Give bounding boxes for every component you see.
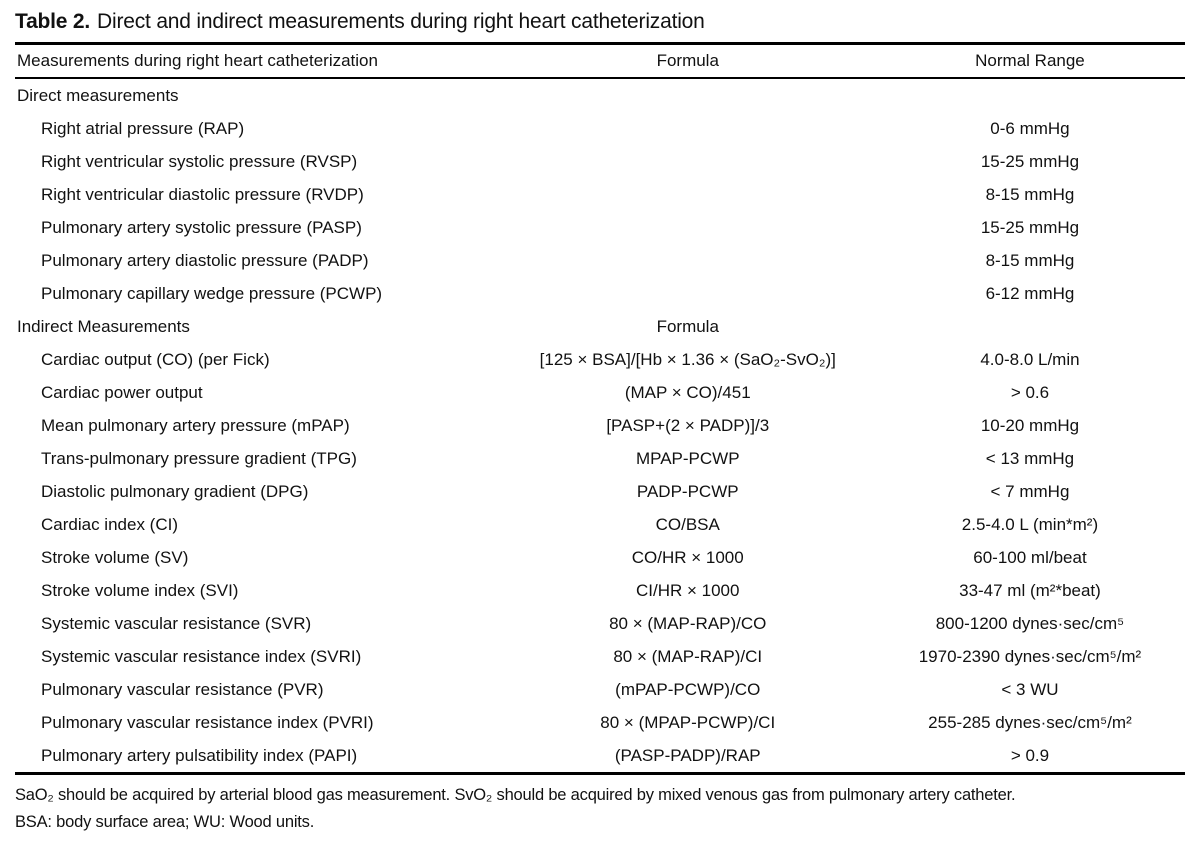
table-row: Right atrial pressure (RAP) 0-6 mmHg: [15, 112, 1185, 145]
measurement-formula: CO/HR × 1000: [631, 547, 744, 567]
measurement-formula: (PASP-PADP)/RAP: [614, 745, 761, 765]
measurement-normal-range: 255-285 dynes·sec/cm⁵/m²: [928, 712, 1132, 732]
table-row: Right ventricular systolic pressure (RVS…: [15, 145, 1185, 178]
measurement-normal-range: 2.5-4.0 L (min*m²): [961, 514, 1099, 534]
table-row: Pulmonary capillary wedge pressure (PCWP…: [15, 277, 1185, 310]
measurement-formula: [501, 78, 875, 112]
table-header: Measurements during right heart catheter…: [15, 45, 1185, 79]
measurement-formula: 80 × (MAP-RAP)/CO: [609, 613, 767, 633]
measurement-formula: [125 × BSA]/[Hb × 1.36 × (SaO₂-SvO₂)]: [539, 349, 836, 369]
measurement-label: Cardiac power output: [41, 382, 203, 402]
measurement-label: Right atrial pressure (RAP): [41, 118, 245, 138]
measurement-label: Pulmonary capillary wedge pressure (PCWP…: [41, 283, 383, 303]
footnote-line: BSA: body surface area; WU: Wood units.: [15, 813, 315, 831]
table-row: Cardiac power output (MAP × CO)/451 > 0.…: [15, 376, 1185, 409]
table-row: Systemic vascular resistance index (SVRI…: [15, 640, 1185, 673]
measurement-label: Right ventricular systolic pressure (RVS…: [41, 151, 358, 171]
table-title: Table 2. Direct and indirect measurements…: [15, 0, 1185, 45]
measurement-formula: [501, 178, 875, 211]
header-row: Measurements during right heart catheter…: [15, 45, 1185, 79]
measurement-normal-range: > 0.9: [1010, 745, 1050, 765]
measurement-formula: [PASP+(2 × PADP)]/3: [606, 415, 770, 435]
table-body: Direct measurements Right atrial pressur…: [15, 78, 1185, 774]
measurement-label: Systemic vascular resistance index (SVRI…: [41, 646, 362, 666]
column-header-normal-range: Normal Range: [874, 45, 1185, 79]
table-row: Pulmonary vascular resistance index (PVR…: [15, 706, 1185, 739]
measurement-label: Stroke volume (SV): [41, 547, 189, 567]
footnote-line: SaO₂ should be acquired by arterial bloo…: [15, 786, 1016, 804]
measurement-label: Pulmonary artery diastolic pressure (PAD…: [41, 250, 369, 270]
measurement-label: Pulmonary artery pulsatibility index (PA…: [41, 745, 358, 765]
table-row: Cardiac index (CI) CO/BSA 2.5-4.0 L (min…: [15, 508, 1185, 541]
measurement-label: Direct measurements: [17, 85, 179, 105]
measurement-label: Trans-pulmonary pressure gradient (TPG): [41, 448, 357, 468]
measurement-normal-range: < 7 mmHg: [990, 481, 1070, 501]
measurement-normal-range: 8-15 mmHg: [985, 184, 1075, 204]
measurement-normal-range: 10-20 mmHg: [980, 415, 1080, 435]
table-title-text: Direct and indirect measurements during …: [97, 10, 705, 33]
measurement-formula: CO/BSA: [655, 514, 720, 534]
column-header-measurements: Measurements during right heart catheter…: [15, 45, 501, 79]
table-row: Right ventricular diastolic pressure (RV…: [15, 178, 1185, 211]
table-row: Pulmonary artery systolic pressure (PASP…: [15, 211, 1185, 244]
measurement-normal-range: 0-6 mmHg: [990, 118, 1070, 138]
measurement-formula: 80 × (MAP-RAP)/CI: [613, 646, 763, 666]
measurement-label: Diastolic pulmonary gradient (DPG): [41, 481, 309, 501]
measurement-normal-range: < 3 WU: [1001, 679, 1059, 699]
table-row: Direct measurements: [15, 78, 1185, 112]
measurement-formula: (MAP × CO)/451: [624, 382, 751, 402]
table-row: Diastolic pulmonary gradient (DPG) PADP-…: [15, 475, 1185, 508]
table-footnotes: SaO₂ should be acquired by arterial bloo…: [15, 782, 1185, 836]
measurement-label: Systemic vascular resistance (SVR): [41, 613, 312, 633]
measurement-normal-range: 4.0-8.0 L/min: [980, 349, 1080, 369]
table-row: Pulmonary artery pulsatibility index (PA…: [15, 739, 1185, 774]
measurement-formula: [501, 112, 875, 145]
table-row: Indirect Measurements Formula: [15, 310, 1185, 343]
measurement-normal-range: 60-100 ml/beat: [973, 547, 1087, 567]
measurement-label: Pulmonary vascular resistance index (PVR…: [41, 712, 374, 732]
measurement-normal-range: > 0.6: [1010, 382, 1050, 402]
measurement-formula: MPAP-PCWP: [635, 448, 740, 468]
measurement-label: Pulmonary vascular resistance (PVR): [41, 679, 324, 699]
measurement-formula: [501, 244, 875, 277]
measurement-normal-range: 8-15 mmHg: [985, 250, 1075, 270]
column-header-formula: Formula: [500, 45, 875, 79]
measurement-normal-range: < 13 mmHg: [985, 448, 1075, 468]
measurement-formula: PADP-PCWP: [636, 481, 739, 501]
table-row: Stroke volume (SV) CO/HR × 1000 60-100 m…: [15, 541, 1185, 574]
measurement-normal-range: [875, 78, 1185, 112]
measurement-normal-range: [875, 310, 1185, 343]
measurement-formula: CI/HR × 1000: [636, 580, 740, 600]
measurement-formula: [501, 211, 875, 244]
measurement-formula: Formula: [656, 316, 719, 336]
measurement-label: Pulmonary artery systolic pressure (PASP…: [41, 217, 362, 237]
measurement-label: Mean pulmonary artery pressure (mPAP): [41, 415, 350, 435]
measurement-normal-range: 800-1200 dynes·sec/cm⁵: [935, 613, 1125, 633]
measurement-label: Cardiac index (CI): [41, 514, 178, 534]
measurement-formula: (mPAP-PCWP)/CO: [615, 679, 761, 699]
measurement-formula: 80 × (MPAP-PCWP)/CI: [600, 712, 776, 732]
table-row: Systemic vascular resistance (SVR) 80 × …: [15, 607, 1185, 640]
measurements-table: Measurements during right heart catheter…: [15, 45, 1185, 775]
table-row: Stroke volume index (SVI) CI/HR × 1000 3…: [15, 574, 1185, 607]
table-row: Cardiac output (CO) (per Fick) [125 × BS…: [15, 343, 1185, 376]
measurement-normal-range: 33-47 ml (m²*beat): [959, 580, 1101, 600]
measurement-normal-range: 6-12 mmHg: [985, 283, 1075, 303]
measurement-formula: [501, 145, 875, 178]
measurement-label: Right ventricular diastolic pressure (RV…: [41, 184, 364, 204]
table-row: Trans-pulmonary pressure gradient (TPG) …: [15, 442, 1185, 475]
measurement-label: Cardiac output (CO) (per Fick): [41, 349, 270, 369]
measurement-label: Stroke volume index (SVI): [41, 580, 239, 600]
table-title-number: Table 2.: [15, 10, 91, 33]
measurement-normal-range: 15-25 mmHg: [980, 217, 1080, 237]
table-row: Pulmonary artery diastolic pressure (PAD…: [15, 244, 1185, 277]
measurement-normal-range: 15-25 mmHg: [980, 151, 1080, 171]
measurement-label: Indirect Measurements: [17, 316, 190, 336]
table-row: Mean pulmonary artery pressure (mPAP) [P…: [15, 409, 1185, 442]
table-row: Pulmonary vascular resistance (PVR) (mPA…: [15, 673, 1185, 706]
measurement-formula: [501, 277, 875, 310]
measurement-normal-range: 1970-2390 dynes·sec/cm⁵/m²: [918, 646, 1142, 666]
